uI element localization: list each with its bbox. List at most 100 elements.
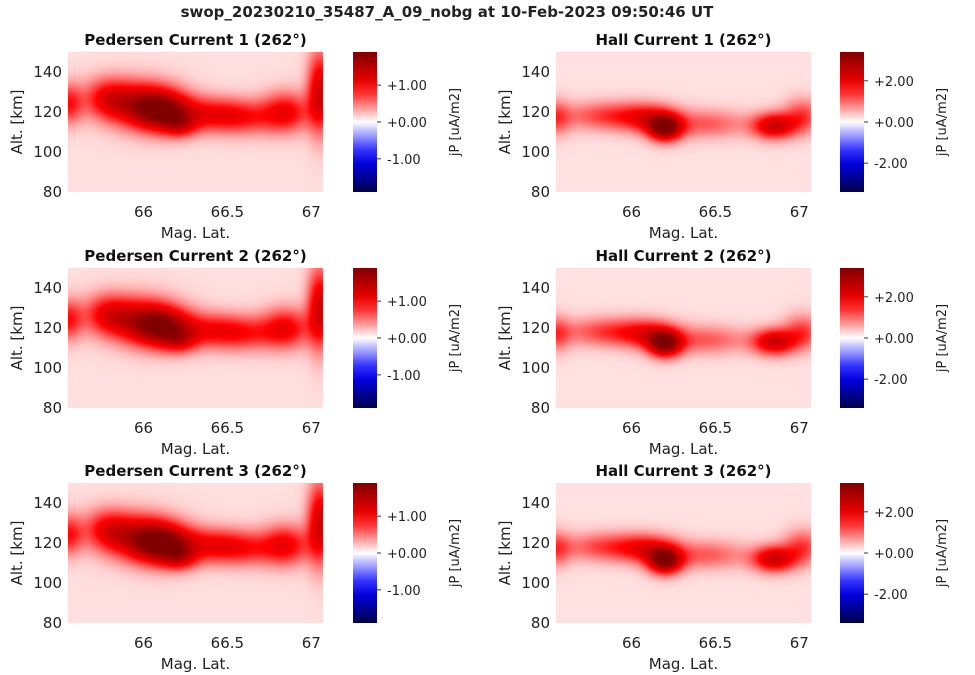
current-density-heatmap — [68, 52, 323, 192]
subplot-1: Pedersen Current 1 (262°) 66 66.5 67 80 100 12… — [8, 31, 463, 242]
y-tick-label: 100 — [521, 143, 550, 161]
x-axis-label: Mag. Lat. — [161, 224, 230, 242]
current-density-heatmap — [556, 268, 811, 408]
colorbar — [353, 268, 377, 408]
subplot-title: Pedersen Current 1 (262°) — [84, 31, 306, 49]
colorbar — [840, 52, 864, 192]
colorbar-tick-label: +0.00 — [874, 116, 914, 131]
y-tick-label: 100 — [521, 359, 550, 377]
x-axis-label: Mag. Lat. — [649, 655, 718, 673]
current-density-heatmap — [68, 483, 323, 623]
y-tick-label: 80 — [531, 399, 550, 417]
y-tick-label: 120 — [521, 319, 550, 337]
x-tick-label: 67 — [790, 634, 809, 652]
colorbar-label: jP [uA/m2] — [935, 519, 950, 588]
y-tick-label: 140 — [33, 63, 62, 81]
y-tick-label: 80 — [43, 399, 62, 417]
x-tick-label: 67 — [302, 634, 321, 652]
x-tick-label: 66.5 — [699, 419, 732, 437]
panels-container: Pedersen Current 1 (262°) 66 66.5 67 80 100 12… — [8, 31, 950, 673]
subplot-2: Hall Current 1 (262°) 66 66.5 67 80 100 120 140… — [496, 31, 950, 242]
colorbar-label: jP [uA/m2] — [935, 88, 950, 157]
x-tick-label: 67 — [302, 203, 321, 221]
x-axis-label: Mag. Lat. — [161, 440, 230, 458]
subplot-title: Pedersen Current 2 (262°) — [84, 247, 306, 265]
colorbar-tick-label: -1.00 — [387, 369, 421, 384]
y-axis-label: Alt. [km] — [8, 306, 26, 371]
x-tick-label: 66.5 — [211, 203, 244, 221]
y-axis-label: Alt. [km] — [8, 521, 26, 586]
colorbar — [840, 483, 864, 623]
colorbar-tick-label: +0.00 — [874, 547, 914, 562]
y-tick-label: 140 — [33, 494, 62, 512]
colorbar-tick-label: +2.00 — [874, 506, 914, 521]
subplot-5: Pedersen Current 3 (262°) 66 66.5 67 80 100 12… — [8, 462, 463, 673]
subplot-4: Hall Current 2 (262°) 66 66.5 67 80 100 120 140… — [496, 247, 950, 458]
figure-title: swop_20230210_35487_A_09_nobg at 10-Feb-… — [181, 3, 715, 21]
colorbar-tick-label: +2.00 — [874, 75, 914, 90]
subplot-title: Pedersen Current 3 (262°) — [84, 462, 306, 480]
colorbar-tick-label: +0.00 — [387, 332, 427, 347]
colorbar-label: jP [uA/m2] — [935, 304, 950, 373]
x-tick-label: 66.5 — [211, 634, 244, 652]
colorbar-tick-label: -1.00 — [387, 584, 421, 599]
y-tick-label: 100 — [33, 143, 62, 161]
y-tick-label: 120 — [521, 534, 550, 552]
y-tick-label: 120 — [521, 103, 550, 121]
colorbar-label: jP [uA/m2] — [448, 88, 463, 157]
y-tick-label: 140 — [33, 279, 62, 297]
x-tick-label: 66 — [134, 634, 153, 652]
y-tick-label: 80 — [43, 183, 62, 201]
x-tick-label: 66 — [622, 634, 641, 652]
colorbar-label: jP [uA/m2] — [448, 519, 463, 588]
colorbar-tick-label: +0.00 — [387, 116, 427, 131]
subplot-title: Hall Current 1 (262°) — [595, 31, 771, 49]
y-tick-label: 120 — [33, 534, 62, 552]
x-tick-label: 66 — [134, 203, 153, 221]
colorbar — [353, 52, 377, 192]
x-tick-label: 66 — [622, 419, 641, 437]
colorbar-tick-label: +2.00 — [874, 291, 914, 306]
colorbar-tick-label: -2.00 — [874, 157, 908, 172]
y-tick-label: 100 — [33, 574, 62, 592]
colorbar — [840, 268, 864, 408]
y-tick-label: 80 — [531, 614, 550, 632]
x-tick-label: 66.5 — [211, 419, 244, 437]
y-axis-label: Alt. [km] — [8, 90, 26, 155]
y-axis-label: Alt. [km] — [496, 306, 514, 371]
x-tick-label: 67 — [790, 419, 809, 437]
x-tick-label: 66 — [622, 203, 641, 221]
y-tick-label: 80 — [43, 614, 62, 632]
x-axis-label: Mag. Lat. — [649, 224, 718, 242]
colorbar-tick-label: -2.00 — [874, 373, 908, 388]
y-axis-label: Alt. [km] — [496, 90, 514, 155]
colorbar-tick-label: +0.00 — [387, 547, 427, 562]
x-tick-label: 67 — [790, 203, 809, 221]
y-tick-label: 80 — [531, 183, 550, 201]
y-tick-label: 140 — [521, 494, 550, 512]
colorbar-tick-label: +1.00 — [387, 295, 427, 310]
colorbar-tick-label: +1.00 — [387, 510, 427, 525]
colorbar — [353, 483, 377, 623]
y-tick-label: 140 — [521, 279, 550, 297]
y-tick-label: 100 — [521, 574, 550, 592]
x-tick-label: 66 — [134, 419, 153, 437]
subplot-6: Hall Current 3 (262°) 66 66.5 67 80 100 120 140… — [496, 462, 950, 673]
subplot-title: Hall Current 2 (262°) — [595, 247, 771, 265]
x-tick-label: 66.5 — [699, 634, 732, 652]
current-density-heatmap — [556, 483, 811, 623]
current-density-heatmap — [556, 52, 811, 192]
colorbar-tick-label: -2.00 — [874, 588, 908, 603]
y-tick-label: 100 — [33, 359, 62, 377]
y-tick-label: 120 — [33, 319, 62, 337]
y-axis-label: Alt. [km] — [496, 521, 514, 586]
x-tick-label: 66.5 — [699, 203, 732, 221]
colorbar-tick-label: -1.00 — [387, 153, 421, 168]
colorbar-label: jP [uA/m2] — [448, 304, 463, 373]
subplot-3: Pedersen Current 2 (262°) 66 66.5 67 80 100 12… — [8, 247, 463, 458]
x-tick-label: 67 — [302, 419, 321, 437]
x-axis-label: Mag. Lat. — [161, 655, 230, 673]
colorbar-tick-label: +1.00 — [387, 79, 427, 94]
y-tick-label: 140 — [521, 63, 550, 81]
